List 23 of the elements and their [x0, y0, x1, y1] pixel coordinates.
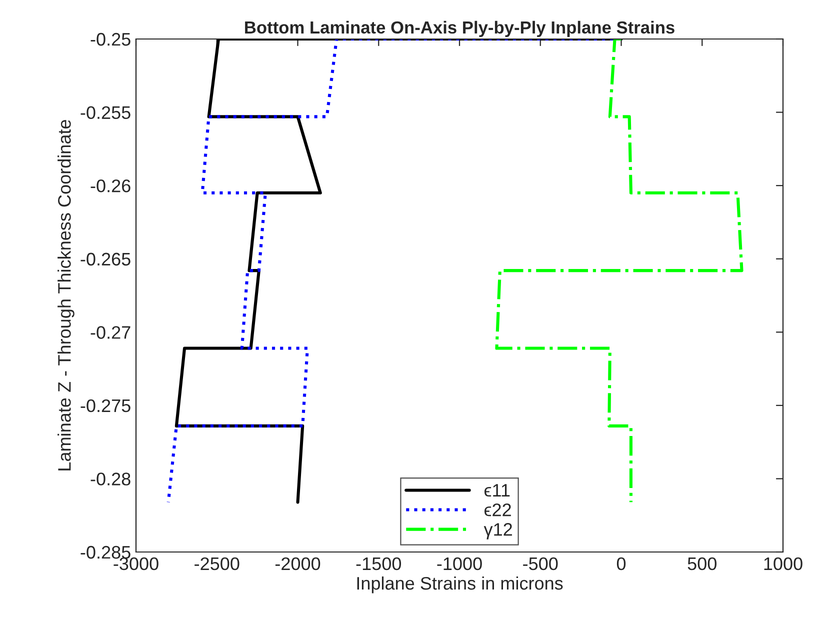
x-tick-label: -2500	[194, 557, 240, 570]
y-tick-label: -0.27	[90, 326, 130, 339]
y-tick-label: -0.26	[90, 180, 130, 192]
legend-label: γ12	[484, 523, 512, 540]
x-tick-label: -500	[523, 557, 558, 570]
y-tick-label: -0.265	[80, 252, 130, 266]
x-tick-label: 1000	[764, 557, 802, 570]
y-tick-label: -0.255	[80, 106, 130, 120]
x-tick-label: -1000	[437, 557, 482, 570]
x-tick-label: 0	[616, 557, 626, 570]
x-tick-label: -2000	[275, 557, 320, 570]
legend-label: ϵ11	[484, 484, 510, 497]
x-tick-label: -1500	[356, 557, 402, 570]
x-tick-label: -3000	[114, 557, 158, 570]
legend-label: ϵ22	[484, 503, 511, 516]
x-tick-label: 500	[688, 557, 716, 570]
y-tick-label: -0.28	[90, 472, 130, 486]
y-axis-title: Laminate Z - Through Thickness Coordinate	[58, 120, 74, 470]
y-tick-label: -0.25	[90, 32, 130, 46]
y-tick-label: -0.275	[80, 399, 130, 412]
chart-title: Bottom Laminate On-Axis Ply-by-Ply Inplane Strains	[245, 20, 674, 38]
y-tick-label: -0.285	[80, 546, 130, 559]
x-axis-title: Inplane Strains in microns	[357, 576, 563, 594]
